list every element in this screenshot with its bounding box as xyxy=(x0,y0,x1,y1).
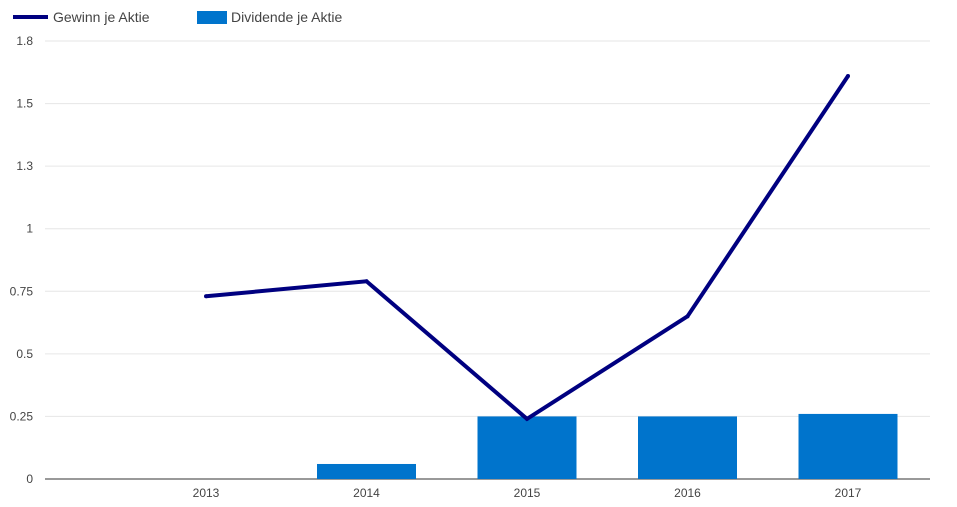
y-tick-label: 1.5 xyxy=(16,97,33,111)
y-tick-label: 0 xyxy=(26,472,33,486)
x-tick-label: 2017 xyxy=(835,486,862,500)
legend-label-gewinn[interactable]: Gewinn je Aktie xyxy=(53,9,150,25)
dividend-bar-2017[interactable] xyxy=(798,413,898,479)
y-axis: 0 0.25 0.5 0.75 1 1.3 1.5 1.8 xyxy=(10,34,34,486)
legend-label-dividende[interactable]: Dividende je Aktie xyxy=(231,9,343,25)
x-tick-label: 2014 xyxy=(353,486,380,500)
y-tick-label: 0.75 xyxy=(10,284,34,298)
earnings-point-2014[interactable] xyxy=(364,279,369,284)
gridlines xyxy=(45,40,930,480)
y-tick-label: 1.8 xyxy=(16,34,33,48)
y-tick-label: 1.3 xyxy=(16,159,33,173)
x-axis: 2013 2014 2015 2016 2017 xyxy=(193,486,862,500)
dividend-bars xyxy=(317,413,898,479)
earnings-point-2017[interactable] xyxy=(846,74,850,79)
y-tick-label: 0.25 xyxy=(10,409,34,423)
earnings-point-2013[interactable] xyxy=(204,294,208,299)
legend-swatch-dividende[interactable] xyxy=(197,11,227,24)
x-tick-label: 2015 xyxy=(514,486,541,500)
y-tick-label: 0.5 xyxy=(16,347,33,361)
dividend-bar-2016[interactable] xyxy=(638,416,737,479)
earnings-line xyxy=(204,74,850,422)
x-tick-label: 2013 xyxy=(193,486,220,500)
y-tick-label: 1 xyxy=(26,222,33,236)
earnings-line-path[interactable] xyxy=(205,74,850,422)
dividend-bar-2014[interactable] xyxy=(317,463,416,479)
x-tick-label: 2016 xyxy=(674,486,701,500)
dividend-bar-2015[interactable] xyxy=(477,416,577,479)
legend-swatch-gewinn[interactable] xyxy=(13,15,48,19)
earnings-point-2016[interactable] xyxy=(685,314,690,319)
earnings-point-2015[interactable] xyxy=(525,416,529,421)
legend: Gewinn je Aktie Dividende je Aktie xyxy=(13,9,343,25)
